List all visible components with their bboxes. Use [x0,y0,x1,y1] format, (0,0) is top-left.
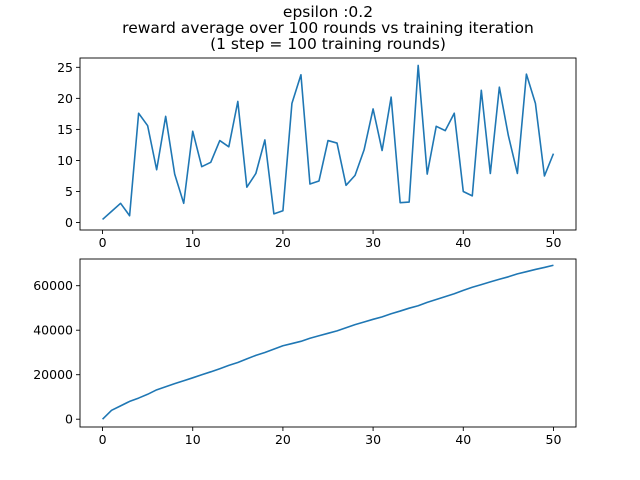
chart-1-series-line-1 [102,64,555,221]
chart-1-axes-frame [79,57,577,231]
chart-2-x-tick-label-50: 50 [546,432,562,447]
chart-1-y-tick-label-0: 0 [65,215,73,230]
chart-2-x-tick-label-10: 10 [185,432,201,447]
chart-1-x-tick-label-10: 10 [185,235,201,250]
chart-1-x-tick-label-30: 30 [365,235,381,250]
chart-1-y-tick-label-25: 25 [57,60,73,75]
figure-title-line-2: reward average over 100 rounds vs traini… [122,19,534,37]
chart-2-y-tick-label-20000: 20000 [33,367,73,382]
chart-2-y-tick-label-40000: 40000 [33,323,73,338]
chart-1-x-tick-label-40: 40 [455,235,471,250]
chart-2-x-tick-label-20: 20 [275,432,291,447]
chart-2-axes-frame [79,258,577,428]
chart-1-x-tick-label-50: 50 [546,235,562,250]
chart-2-y-tick-label-60000: 60000 [33,278,73,293]
chart-2-x-tick-label-30: 30 [365,432,381,447]
chart-2-y-tick-label-0: 0 [65,412,73,427]
chart-1-y-tick-label-10: 10 [57,153,73,168]
chart-1-y-tick-label-20: 20 [57,91,73,106]
chart-1-x-tick-label-20: 20 [275,235,291,250]
chart-1-x-tick-label-0: 0 [99,235,107,250]
chart-2-x-tick-label-40: 40 [455,432,471,447]
chart-2-x-tick-label-0: 0 [99,432,107,447]
figure-title-line-3: (1 step = 100 training rounds) [210,35,446,53]
chart-1-y-tick-label-15: 15 [57,122,73,137]
figure-title-line-1: epsilon :0.2 [282,3,374,21]
chart-2-series-line-1 [101,264,554,420]
chart-1-y-tick-label-5: 5 [65,184,73,199]
